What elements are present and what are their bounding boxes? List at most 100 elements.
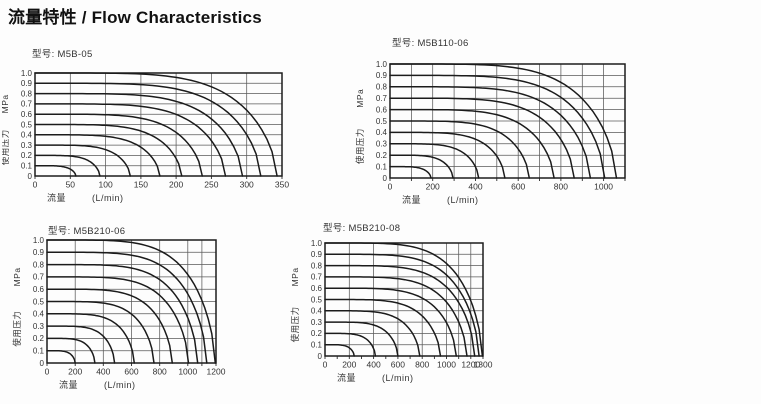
y-tick-label: 0.8 (21, 89, 33, 98)
x-axis-title: 流量 (402, 194, 421, 205)
y-tick-label: 0.9 (376, 71, 388, 80)
y-tick-label: 0.7 (33, 273, 45, 282)
x-tick-label: 200 (169, 180, 183, 190)
y-tick-label: 0.6 (376, 105, 388, 114)
y-tick-label: 0.7 (21, 100, 33, 109)
y-axis-unit-label: MPa (290, 267, 300, 286)
y-tick-label: 0.4 (21, 131, 33, 140)
y-tick-label: 0.3 (33, 322, 45, 331)
y-tick-label: 0.5 (21, 120, 33, 129)
flow-curve (46, 239, 217, 364)
y-tick-label: 0.3 (376, 140, 388, 149)
x-axis-title: 流量 (59, 379, 78, 390)
flow-chart-m5b-05: 型号: M5B-05 0 0.1 0.2 0.3 0.4 0.5 0.6 0.7 0.8 0.9 1… (2, 38, 316, 210)
y-tick-label: 0.6 (21, 110, 33, 119)
y-tick-label: 0.2 (33, 334, 45, 343)
y-axis-unit-label: MPa (2, 94, 10, 113)
x-tick-label: 1200 (461, 360, 480, 370)
y-tick-label: 0.3 (311, 318, 323, 327)
flow-curve (324, 298, 442, 357)
flow-curve (46, 337, 96, 364)
y-tick-label: 0.9 (21, 79, 33, 88)
y-tick-label: 0.5 (33, 297, 45, 306)
flow-curve (324, 242, 484, 357)
flow-curve (324, 332, 377, 357)
model-label: 型号: M5B110-06 (392, 38, 469, 49)
flow-curve (34, 72, 278, 177)
flow-curve (34, 134, 161, 177)
y-tick-label: 0.3 (21, 141, 33, 150)
flow-curve (389, 63, 618, 179)
y-axis-title: 使用压力 (12, 311, 22, 347)
x-tick-label: 600 (124, 367, 138, 377)
x-tick-label: 800 (415, 360, 429, 370)
flow-curve (324, 264, 476, 357)
x-tick-label: 400 (367, 360, 381, 370)
flow-curve (324, 310, 421, 357)
y-tick-label: 0.8 (33, 260, 45, 269)
x-axis-unit-label: (L/min) (447, 195, 479, 205)
y-tick-label: 0.1 (376, 162, 388, 171)
x-tick-label: 100 (99, 180, 113, 190)
flow-curve (34, 164, 77, 177)
model-label: 型号: M5B210-08 (323, 223, 401, 234)
flow-curve (389, 74, 606, 179)
y-tick-label: 1.0 (33, 236, 45, 245)
y-tick-label: 0.4 (376, 128, 388, 137)
flow-chart-plot: 00.1 0.20.30.4 0.50.60.7 0.80.91.0 0 50 100 150… (2, 69, 289, 203)
y-tick-label: 0.4 (33, 310, 45, 319)
flow-curve (46, 263, 199, 364)
x-tick-label: 0 (388, 182, 393, 192)
flow-curve (34, 154, 101, 177)
flow-curve (34, 123, 183, 177)
flow-curve (324, 321, 399, 357)
x-tick-label: 1000 (437, 360, 456, 370)
y-tick-label: 0.1 (33, 347, 45, 356)
flow-chart-m5b110-06: 型号: M5B110-06 0 0.1 0.2 0.3 0.4 0.5 0.6 0.7 0.8 0… (340, 26, 674, 216)
flow-curve (34, 92, 244, 177)
y-tick-label: 0.6 (33, 285, 45, 294)
flow-curve (46, 313, 136, 364)
y-axis-title: 使用压力 (290, 306, 300, 342)
y-tick-label: 0.8 (311, 261, 323, 270)
y-tick-label: 0 (40, 359, 45, 368)
flow-curve (46, 276, 190, 364)
flow-chart-plot: 0 0.1 0.2 0.3 0.4 0.5 0.6 0.7 0.8 0.9 1.0 0 200 400 60… (290, 239, 493, 383)
y-axis-title: 使用压力 (355, 128, 365, 164)
flow-curve (389, 154, 454, 179)
y-tick-label: 0.7 (376, 94, 388, 103)
y-tick-label: 0 (318, 352, 323, 361)
flow-curve (324, 276, 468, 357)
flow-curve (389, 120, 531, 179)
x-tick-label: 400 (468, 182, 482, 192)
x-tick-label: 1000 (594, 182, 613, 192)
flow-curve (34, 144, 132, 177)
y-axis-unit-label: MPa (12, 267, 22, 286)
flow-chart-m5b210-08: 型号: M5B210-08 0 0.1 0.2 0.3 0.4 0.5 0.6 0.7 0.8 0… (270, 208, 586, 404)
y-tick-label: 0.5 (311, 295, 323, 304)
x-tick-label: 800 (554, 182, 568, 192)
x-tick-label: 200 (426, 182, 440, 192)
flow-curve (389, 165, 432, 179)
y-tick-label: 0.4 (311, 307, 323, 316)
flow-curve (389, 86, 592, 179)
x-tick-label: 350 (275, 180, 289, 190)
y-axis-unit-label: MPa (355, 89, 365, 108)
x-tick-label: 250 (204, 180, 218, 190)
flow-curve (34, 113, 204, 177)
flow-curve (324, 287, 458, 357)
x-axis-title: 流量 (47, 192, 66, 203)
y-tick-label: 0.5 (376, 117, 388, 126)
flow-chart-m5b210-06: 型号: M5B210-06 0 0.1 0.2 0.3 0.4 0.5 0.6 0.7 0.8 0… (8, 216, 312, 404)
y-tick-label: 0 (28, 172, 33, 181)
x-tick-label: 800 (153, 367, 167, 377)
x-axis-unit-label: (L/min) (104, 380, 136, 390)
flow-curve (389, 108, 555, 179)
x-axis-title: 流量 (337, 372, 356, 383)
x-tick-label: 600 (511, 182, 525, 192)
x-tick-label: 300 (240, 180, 254, 190)
flow-curve (389, 131, 506, 179)
y-tick-label: 1.0 (21, 69, 33, 78)
flow-curve (46, 251, 208, 364)
x-tick-label: 0 (323, 360, 328, 370)
